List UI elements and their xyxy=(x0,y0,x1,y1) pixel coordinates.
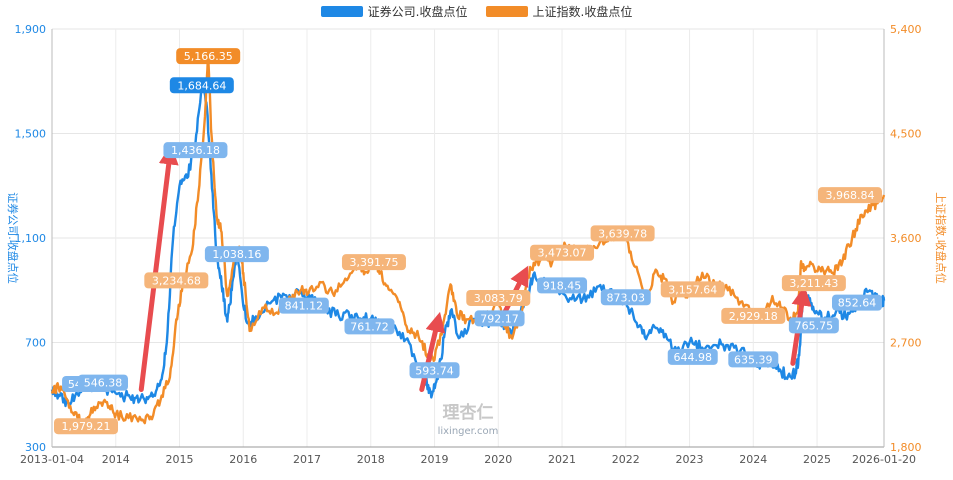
x-tick-label: 2026-01-20 xyxy=(852,453,916,466)
data-label-box xyxy=(163,142,228,159)
y-left-tick-label: 1,100 xyxy=(15,232,47,245)
y-right-tick-label: 3,600 xyxy=(890,232,922,245)
data-label: 1,436.18 xyxy=(171,144,220,157)
data-label: 3,968.84 xyxy=(826,189,875,202)
data-label: 918.45 xyxy=(543,279,582,292)
x-tick-label: 2021 xyxy=(548,453,576,466)
data-label: 3,639.78 xyxy=(598,227,647,240)
x-tick-label: 2015 xyxy=(166,453,194,466)
data-label-box xyxy=(781,275,846,292)
data-label: 3,473.07 xyxy=(538,247,587,260)
data-label-box xyxy=(530,244,595,261)
data-label-box xyxy=(832,294,882,311)
watermark-url: lixinger.com xyxy=(438,426,499,437)
data-label: 3,391.75 xyxy=(349,256,398,269)
legend-label-shanghai: 上证指数.收盘点位 xyxy=(532,5,633,19)
data-label-box xyxy=(144,272,209,289)
x-tick-label: 2013-01-04 xyxy=(20,453,84,466)
data-label-box xyxy=(278,297,329,314)
data-label-box xyxy=(474,310,525,327)
data-label: 635.39 xyxy=(734,353,773,366)
data-label-box xyxy=(409,362,460,379)
data-label: 546.38 xyxy=(84,377,123,390)
data-label-box xyxy=(537,277,588,294)
data-label-box xyxy=(341,254,406,271)
x-tick-label: 2018 xyxy=(357,453,385,466)
y-right-tick-label: 5,400 xyxy=(890,23,922,36)
x-tick-label: 2025 xyxy=(803,453,831,466)
data-label: 5,166.35 xyxy=(184,50,233,63)
y-left-tick-label: 300 xyxy=(25,441,46,454)
y-right-tick-label: 2,700 xyxy=(890,337,922,350)
data-label-box xyxy=(788,317,839,334)
data-label: 1,979.21 xyxy=(62,420,111,433)
legend-swatch-shanghai xyxy=(485,6,528,17)
data-label-box xyxy=(600,289,651,306)
data-label: 3,211.43 xyxy=(789,277,838,290)
data-label-box xyxy=(590,225,655,242)
data-label: 1,038.16 xyxy=(212,248,261,261)
data-label-box xyxy=(466,289,531,306)
data-label: 873.03 xyxy=(607,291,646,304)
y-right-tick-label: 1,800 xyxy=(890,441,922,454)
x-tick-label: 2022 xyxy=(612,453,640,466)
y-right-axis-title: 上证指数.收盘点位 xyxy=(934,192,948,284)
data-label: 761.72 xyxy=(350,320,389,333)
y-left-axis-title: 证券公司.收盘点位 xyxy=(6,192,20,284)
legend: 证券公司.收盘点位 上证指数.收盘点位 xyxy=(0,3,953,20)
data-label: 852.64 xyxy=(838,297,877,310)
data-label-box xyxy=(667,348,718,365)
data-label-box xyxy=(204,246,269,263)
y-right-tick-label: 4,500 xyxy=(890,128,922,141)
x-tick-label: 2017 xyxy=(293,453,321,466)
legend-label-securities: 证券公司.收盘点位 xyxy=(367,5,468,19)
data-label: 644.98 xyxy=(673,351,712,364)
y-left-tick-label: 1,900 xyxy=(15,23,47,36)
series-line-shanghai xyxy=(50,55,886,430)
data-label: 3,157.64 xyxy=(668,283,717,296)
data-label: 792.17 xyxy=(480,312,519,325)
data-label-box xyxy=(78,374,129,391)
x-tick-label: 2023 xyxy=(676,453,704,466)
data-label-box xyxy=(169,77,234,94)
data-label-box xyxy=(721,307,786,324)
data-label-box xyxy=(728,351,779,368)
data-label-box xyxy=(344,318,395,335)
legend-item-securities[interactable]: 证券公司.收盘点位 xyxy=(320,3,468,20)
data-label-box xyxy=(54,418,118,435)
x-tick-label: 2016 xyxy=(229,453,257,466)
watermark-cn: 理杏仁 xyxy=(443,402,494,423)
data-label: 765.75 xyxy=(795,319,834,332)
y-left-tick-label: 700 xyxy=(25,337,46,350)
data-label: 2,929.18 xyxy=(729,310,778,323)
x-tick-label: 2020 xyxy=(484,453,512,466)
data-label: 1,684.64 xyxy=(177,79,226,92)
x-tick-label: 2024 xyxy=(739,453,767,466)
y-left-tick-label: 1,500 xyxy=(15,128,47,141)
trend-arrow xyxy=(138,144,179,393)
data-label-box xyxy=(176,48,241,65)
data-label: 841.12 xyxy=(285,300,324,313)
data-label: 3,234.68 xyxy=(152,274,201,287)
legend-swatch-securities xyxy=(320,6,363,17)
data-label: 593.74 xyxy=(415,364,454,377)
data-label-box xyxy=(818,187,882,204)
data-label: 3,083.79 xyxy=(474,292,523,305)
legend-item-shanghai[interactable]: 上证指数.收盘点位 xyxy=(485,3,633,20)
x-tick-label: 2014 xyxy=(102,453,130,466)
x-tick-label: 2019 xyxy=(421,453,449,466)
data-label-box xyxy=(660,281,725,298)
